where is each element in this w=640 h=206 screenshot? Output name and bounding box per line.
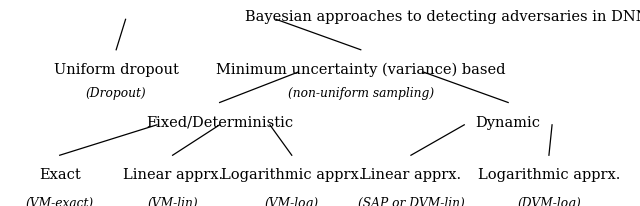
Text: (DVM-log): (DVM-log) bbox=[517, 196, 581, 206]
Text: (non-uniform sampling): (non-uniform sampling) bbox=[288, 87, 434, 100]
Text: Fixed/Deterministic: Fixed/Deterministic bbox=[146, 115, 293, 129]
Text: Logarithmic apprx.: Logarithmic apprx. bbox=[221, 168, 363, 181]
Text: (Dropout): (Dropout) bbox=[86, 87, 147, 100]
Text: Logarithmic apprx.: Logarithmic apprx. bbox=[477, 168, 620, 181]
Text: (VM-exact): (VM-exact) bbox=[26, 196, 94, 206]
Text: Linear apprx.: Linear apprx. bbox=[361, 168, 461, 181]
Text: (SAP or DVM-lin): (SAP or DVM-lin) bbox=[358, 196, 464, 206]
Text: Uniform dropout: Uniform dropout bbox=[54, 63, 179, 77]
Text: Exact: Exact bbox=[39, 168, 81, 181]
Text: Bayesian approaches to detecting adversaries in DNNs: Bayesian approaches to detecting adversa… bbox=[244, 10, 640, 24]
Text: Linear apprx.: Linear apprx. bbox=[122, 168, 223, 181]
Text: Minimum uncertainty (variance) based: Minimum uncertainty (variance) based bbox=[216, 63, 506, 77]
Text: (VM-lin): (VM-lin) bbox=[147, 196, 198, 206]
Text: (VM-log): (VM-log) bbox=[265, 196, 319, 206]
Text: Dynamic: Dynamic bbox=[476, 115, 541, 129]
